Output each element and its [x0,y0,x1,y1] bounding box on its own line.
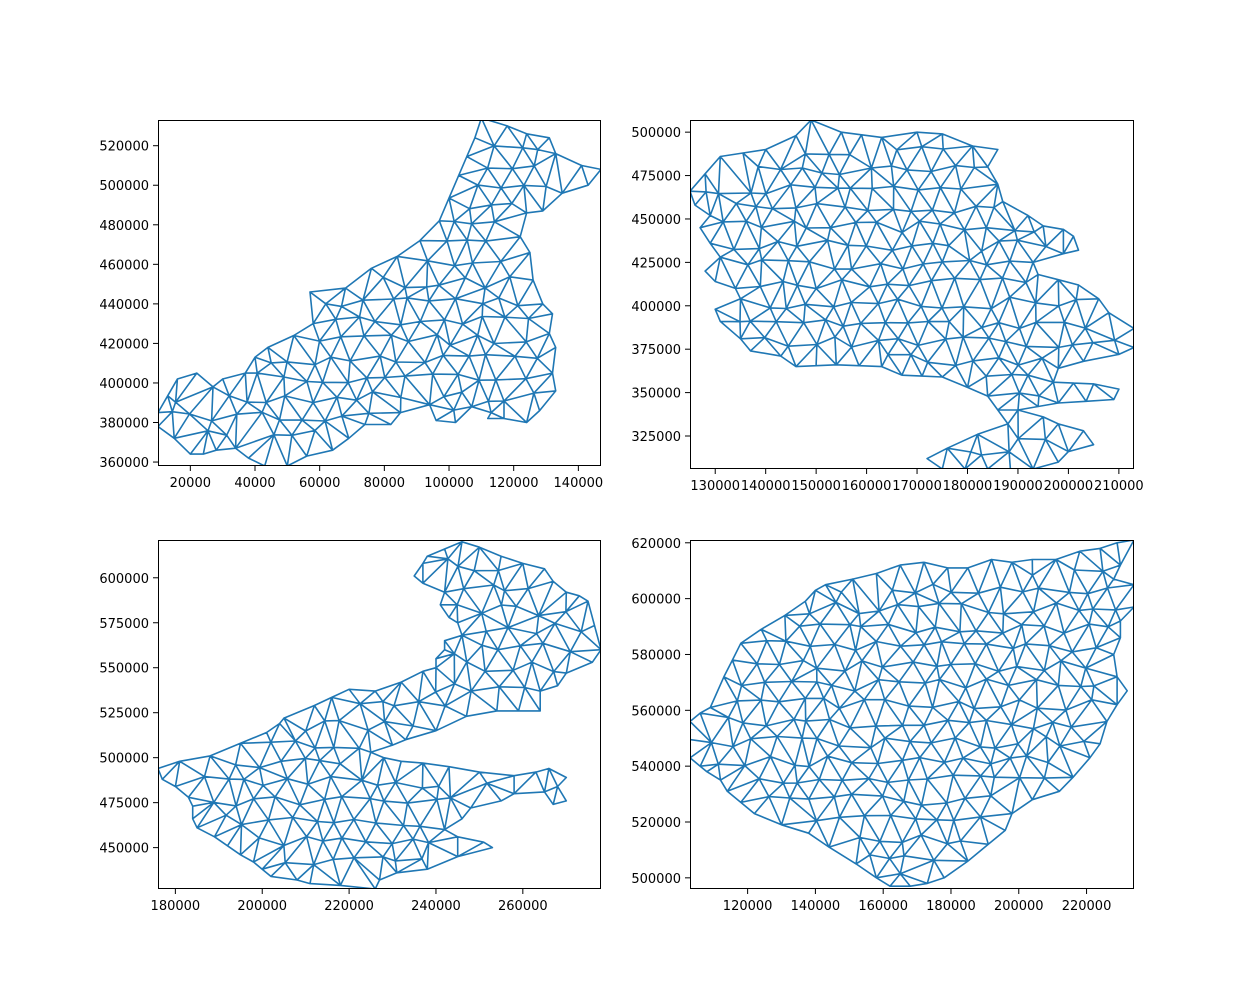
y-tick-label: 600000 [631,593,681,608]
x-tick-label: 20000 [170,476,211,491]
x-tick-label: 80000 [364,476,405,491]
x-tick-label: 40000 [234,476,275,491]
y-tick-label: 560000 [631,704,681,719]
y-tick-label: 475000 [631,170,681,185]
x-tick-label: 150000 [791,479,841,494]
subplot-top-right: 130000 140000 150000 160000 170000 180000 1900… [631,120,1144,494]
y-tick-label: 400000 [99,377,149,392]
x-tick-label: 60000 [299,476,340,491]
y-tick-label: 360000 [99,456,149,471]
y-tick-label: 520000 [631,816,681,831]
x-tick-label: 180000 [151,899,201,914]
x-tick-label: 140000 [741,479,791,494]
x-tick-label: 240000 [411,899,461,914]
x-tick-label: 160000 [842,479,892,494]
subplot-bottom-left: 180000 200000 220000 240000 260000 450000 4750… [99,540,601,914]
x-tick-label: 120000 [489,476,539,491]
y-tick-label: 480000 [99,219,149,234]
subplot-top-left: 20000 40000 60000 80000 100000 120000 140000 36… [99,120,604,491]
y-tick-label: 600000 [99,572,149,587]
y-tick-label: 580000 [631,648,681,663]
x-tick-label: 220000 [1062,899,1112,914]
subplot-bottom-right: 120000 140000 160000 180000 200000 220000 5000… [631,537,1134,914]
y-tick-label: 460000 [99,258,149,273]
x-tick-label: 210000 [1094,479,1144,494]
y-tick-label: 475000 [99,797,149,812]
y-tick-label: 420000 [99,337,149,352]
x-tick-label: 120000 [723,899,773,914]
y-tick-label: 400000 [631,300,681,315]
x-tick-label: 100000 [424,476,474,491]
triangulation-mesh [690,540,1134,887]
triangulation-mesh [158,120,601,466]
x-tick-label: 260000 [498,899,548,914]
x-tick-label: 170000 [892,479,942,494]
x-tick-label: 190000 [993,479,1043,494]
y-tick-label: 350000 [631,387,681,402]
y-tick-label: 500000 [99,752,149,767]
triangulation-mesh [690,120,1134,469]
x-tick-label: 140000 [554,476,604,491]
axes-frame [690,540,1134,889]
y-tick-label: 550000 [99,662,149,677]
axes-frame [158,540,601,889]
y-tick-label: 500000 [631,872,681,887]
y-tick-label: 380000 [99,417,149,432]
y-tick-label: 450000 [631,213,681,228]
y-tick-label: 375000 [631,343,681,358]
y-tick-label: 540000 [631,760,681,775]
y-tick-label: 575000 [99,617,149,632]
y-tick-label: 525000 [99,707,149,722]
y-tick-label: 450000 [99,842,149,857]
x-tick-label: 140000 [791,899,841,914]
axes-frame [158,120,601,466]
x-tick-label: 130000 [690,479,740,494]
y-tick-label: 500000 [631,126,681,141]
x-tick-label: 200000 [1044,479,1094,494]
x-tick-label: 200000 [237,899,287,914]
x-tick-label: 180000 [926,899,976,914]
x-tick-label: 200000 [994,899,1044,914]
triangulation-mesh [158,541,601,889]
x-tick-label: 160000 [858,899,908,914]
y-tick-label: 325000 [631,430,681,445]
y-tick-label: 500000 [99,179,149,194]
axes-frame [690,120,1134,469]
x-tick-label: 220000 [324,899,374,914]
x-tick-label: 180000 [943,479,993,494]
y-tick-label: 520000 [99,140,149,155]
y-tick-label: 440000 [99,298,149,313]
y-tick-label: 620000 [631,537,681,552]
y-tick-label: 425000 [631,256,681,271]
